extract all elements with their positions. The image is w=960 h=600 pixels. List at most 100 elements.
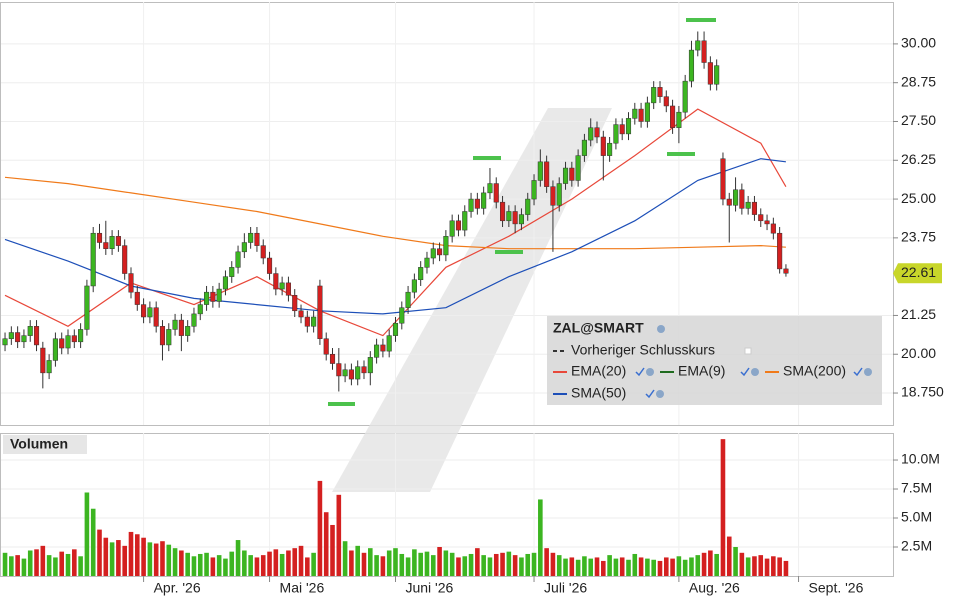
candle-body <box>185 326 191 336</box>
volume-bar <box>638 557 644 576</box>
candle-body <box>229 267 235 277</box>
volume-bar <box>172 548 178 576</box>
candle-body <box>254 232 260 246</box>
watermark <box>332 108 612 492</box>
legend-check <box>635 367 645 377</box>
volume-bar <box>783 560 789 576</box>
volume-bar <box>90 508 96 576</box>
volume-bar <box>720 439 726 576</box>
y-tick-label: 25.00 <box>901 190 936 206</box>
volume-bar <box>689 557 694 576</box>
candle-body <box>159 326 166 346</box>
volume-bar <box>682 559 688 576</box>
volume-bar <box>575 559 581 576</box>
volume-bar <box>538 499 543 576</box>
volume-bar <box>519 557 524 576</box>
legend-label: SMA(50) <box>571 385 626 401</box>
volume-bar <box>53 557 58 576</box>
candle-body <box>386 335 392 352</box>
candle-body <box>40 347 46 374</box>
candle-body <box>204 291 210 305</box>
volume-bar <box>279 553 285 576</box>
volume-bar <box>9 556 14 576</box>
candle-body <box>235 251 241 268</box>
candle-body <box>418 267 424 281</box>
candle-body <box>562 167 569 184</box>
volume-bar <box>468 553 474 576</box>
candle-body <box>15 332 21 343</box>
candle-body <box>298 310 304 318</box>
candle-body <box>342 369 348 377</box>
candle-body <box>682 80 688 113</box>
candle-body <box>96 232 103 243</box>
candle-body <box>411 279 417 293</box>
candle-body <box>191 313 197 327</box>
volume-bar <box>386 550 392 576</box>
legend-check <box>645 389 655 399</box>
volume-bar <box>475 548 480 576</box>
candle-body <box>134 291 140 305</box>
candle-body <box>304 316 310 327</box>
volume-bar <box>632 553 638 576</box>
candle-body <box>607 142 613 156</box>
candle-body <box>531 180 537 200</box>
volume-bar <box>330 524 335 576</box>
candle-body <box>777 232 783 270</box>
volume-bar <box>418 552 423 576</box>
x-tick-label: Juli '26 <box>544 580 587 596</box>
candle-body <box>65 335 71 349</box>
volume-bar <box>336 494 342 576</box>
volume-bar <box>380 556 386 576</box>
candle-body <box>311 316 317 327</box>
candle-body <box>714 65 720 85</box>
candle-body <box>638 108 644 122</box>
volume-bar <box>59 551 65 576</box>
volume-bar <box>78 556 83 576</box>
volume-bar <box>500 552 505 576</box>
volume-bar <box>601 560 606 576</box>
volume-bar <box>726 536 732 576</box>
candle-body <box>361 366 367 374</box>
legend-icon <box>751 368 759 376</box>
volume-bar <box>481 555 486 576</box>
candle-body <box>651 87 657 104</box>
volume-bar <box>739 552 745 576</box>
candle-body <box>455 220 462 231</box>
candle-body <box>279 282 285 290</box>
volume-bar <box>134 534 140 576</box>
candle-body <box>46 360 52 374</box>
volume-bar <box>260 555 266 576</box>
volume-bar <box>204 552 209 576</box>
legend-label: EMA(20) <box>571 363 626 379</box>
volume-bar <box>242 550 247 576</box>
volume-bar <box>2 552 8 576</box>
candle-body <box>625 118 632 135</box>
candle-body <box>115 236 121 246</box>
candle-body <box>600 136 606 156</box>
volume-bar <box>651 559 656 576</box>
candle-body <box>292 295 298 312</box>
pattern-marker <box>495 250 523 254</box>
candle-body <box>178 319 184 336</box>
volume-bar <box>663 557 669 576</box>
candle-body <box>78 329 84 343</box>
candle-body <box>581 139 587 156</box>
volume-bar <box>317 480 323 576</box>
y-tick-label: 26.25 <box>901 151 936 167</box>
volume-bar <box>292 548 298 576</box>
candle-body <box>216 288 222 302</box>
x-tick-label: Apr. '26 <box>154 580 201 596</box>
ma-line <box>4 158 786 315</box>
ma-line <box>4 108 787 337</box>
y-tick-label: 27.50 <box>901 112 936 128</box>
x-tick-label: Juni '26 <box>405 580 453 596</box>
volume-bar <box>367 548 373 576</box>
volume-bar <box>745 557 751 576</box>
candle-body <box>670 105 676 128</box>
candle-body <box>468 198 474 212</box>
volume-bar <box>349 550 354 576</box>
candle-body <box>739 189 745 209</box>
last-price-marker <box>893 263 898 284</box>
candle-body <box>449 220 455 237</box>
